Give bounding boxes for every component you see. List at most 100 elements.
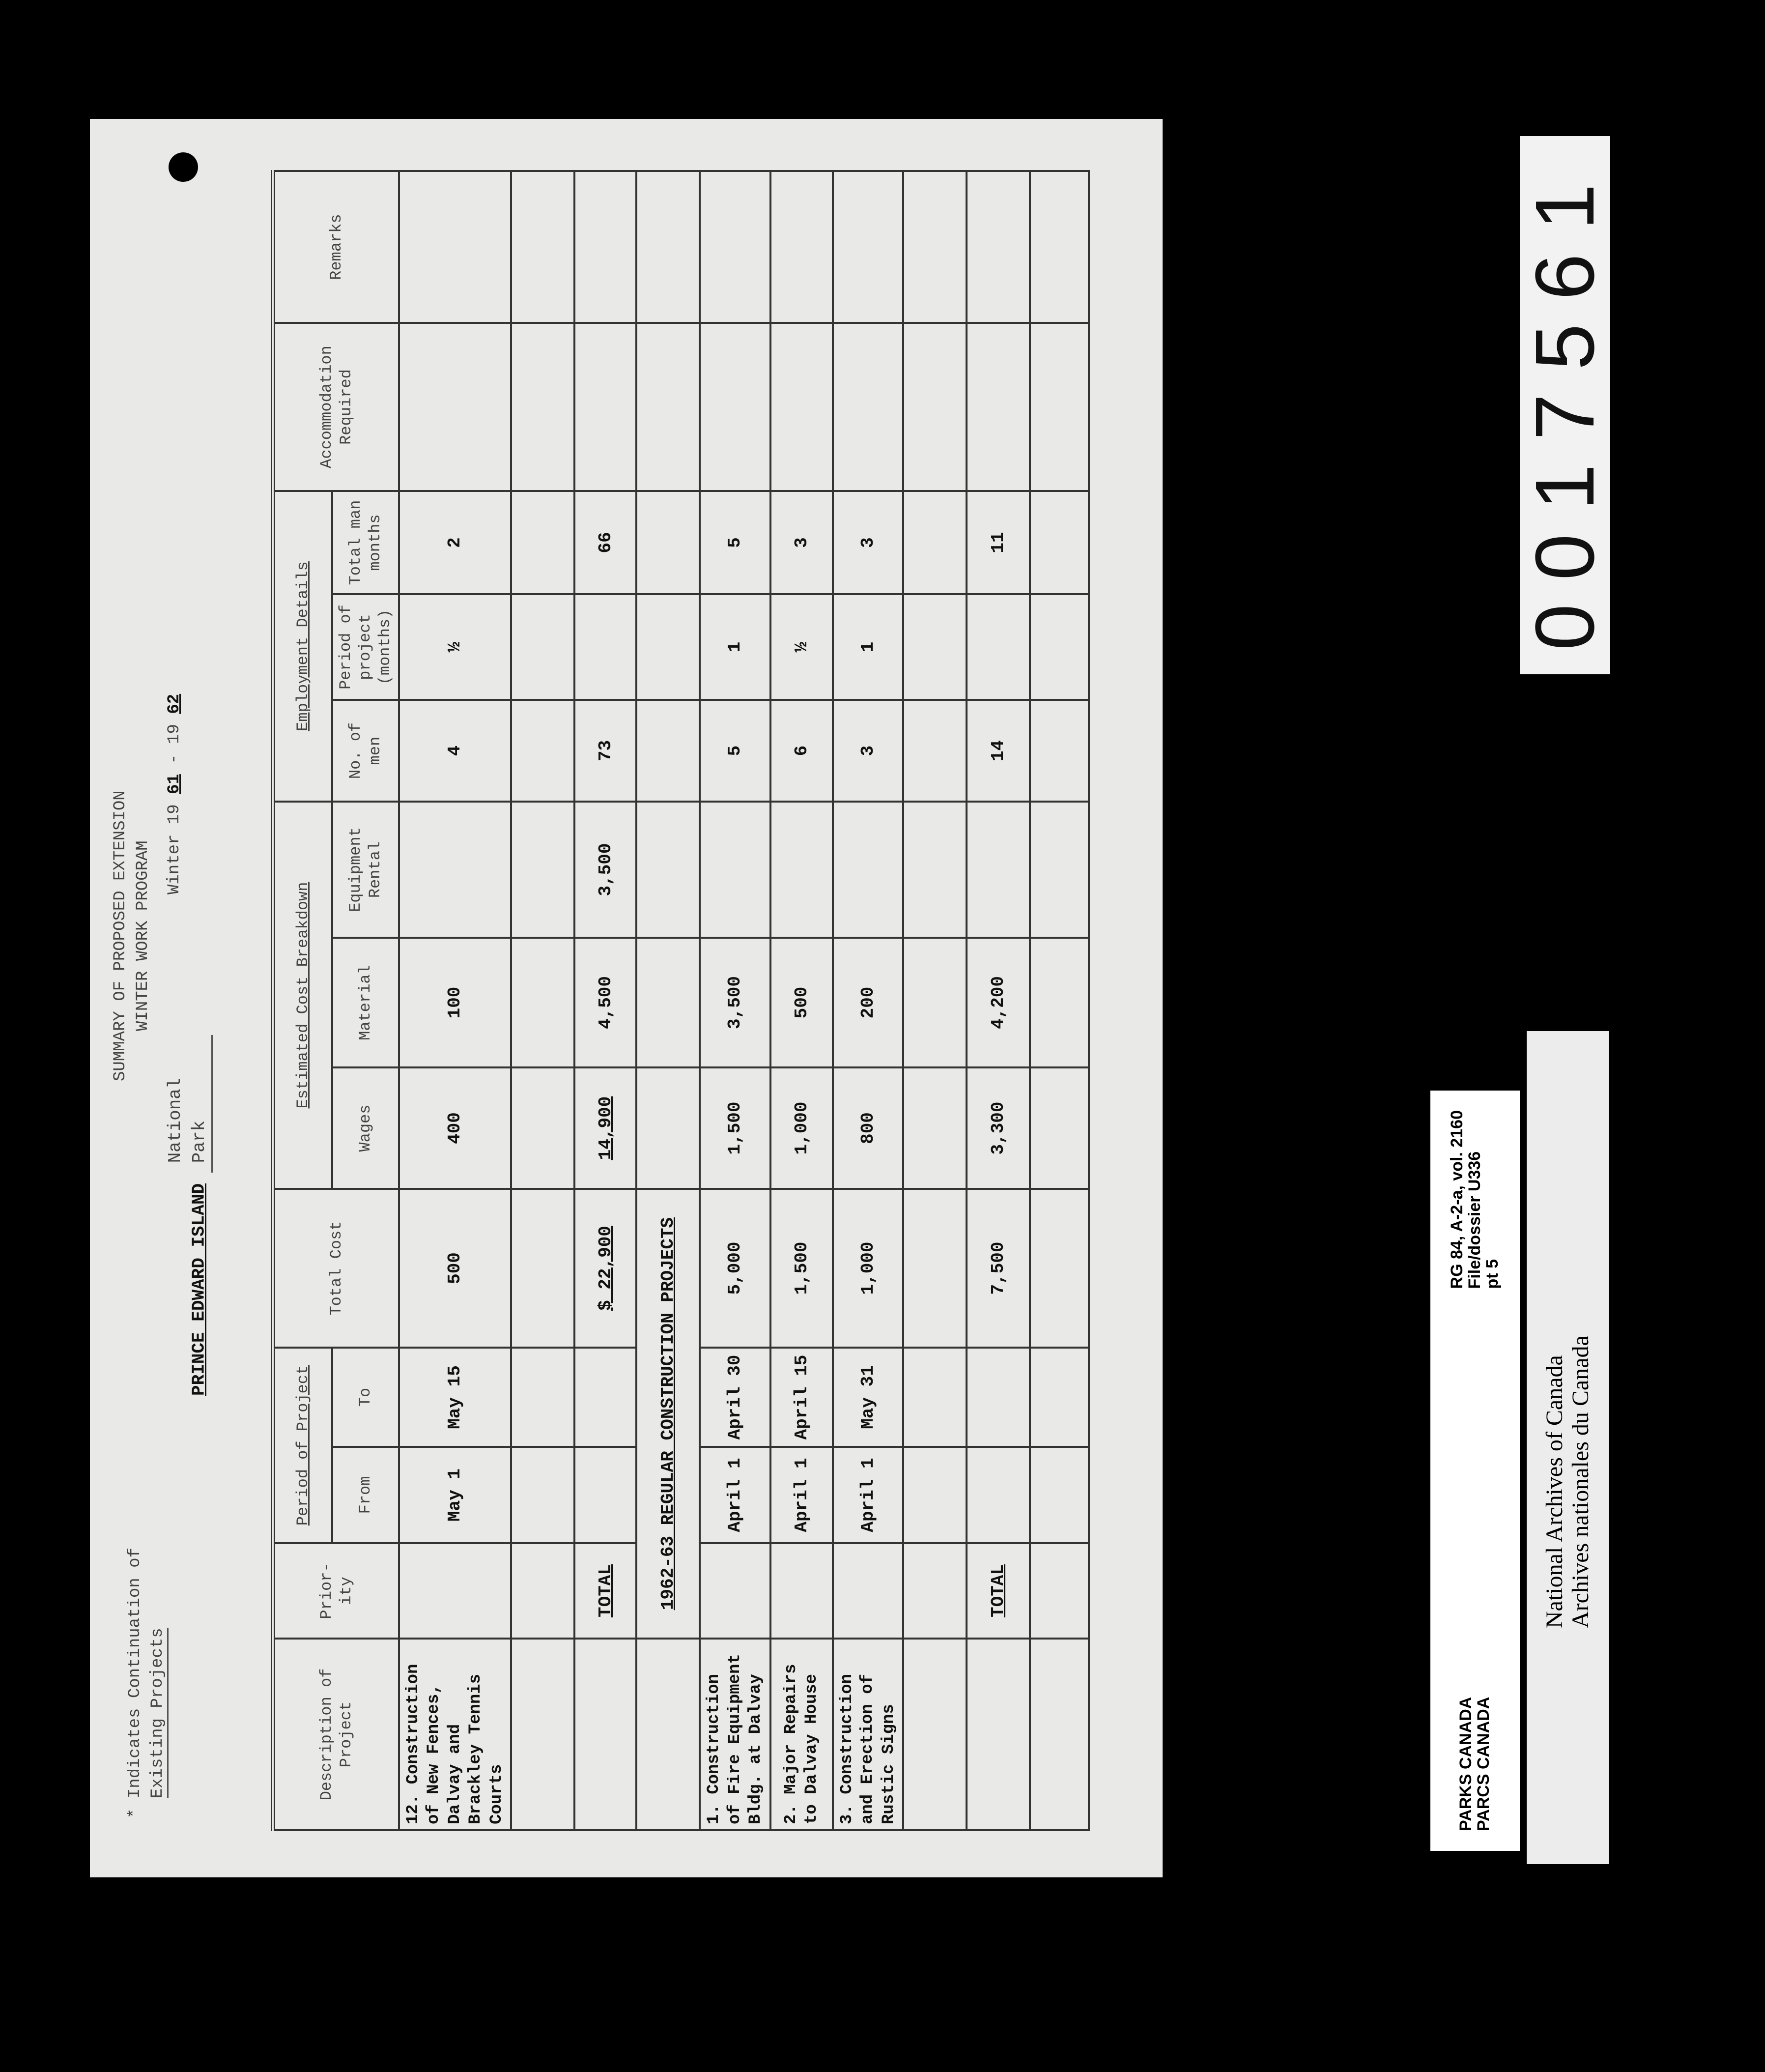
row-to: April 15 — [770, 1348, 833, 1447]
row-remarks — [399, 171, 511, 323]
archives-line1: National Archives of Canada — [1541, 1355, 1567, 1628]
winter-sep: - 19 — [165, 724, 184, 764]
row-remarks — [832, 171, 903, 323]
total-men: 14 — [967, 700, 1030, 802]
winter-period: Winter 19 61 - 19 62 — [164, 694, 186, 894]
header-equipment: Equipment Rental — [332, 802, 399, 938]
row-remarks — [770, 171, 833, 323]
row-wages: 1,000 — [770, 1067, 833, 1189]
header-from: From — [332, 1447, 399, 1543]
row-men: 3 — [832, 700, 903, 802]
table-row: 3. Construction and Erection of Rustic S… — [832, 171, 903, 1830]
row-wages: 400 — [399, 1067, 511, 1189]
row-months: ½ — [399, 594, 511, 700]
header-priority: Prior- ity — [273, 1543, 399, 1639]
row-months: 1 — [832, 594, 903, 700]
total-wages: 14,900 — [574, 1067, 636, 1189]
project-table: Description of Project Prior- ity Period… — [271, 170, 1090, 1831]
total-man-months: 66 — [574, 491, 636, 594]
row-priority — [770, 1543, 833, 1639]
total-material: 4,500 — [574, 938, 636, 1067]
parks-line1: PARKS CANADA — [1456, 1697, 1476, 1831]
archive-reference: RG 84, A-2-a, vol. 2160 File/dossier U33… — [1448, 1110, 1502, 1289]
row-men: 4 — [399, 700, 511, 802]
blank-row — [1030, 171, 1089, 1830]
row-desc: 3. Construction and Erection of Rustic S… — [832, 1639, 903, 1830]
row-man-months: 3 — [832, 491, 903, 594]
parks-name: PARKS CANADA PARCS CANADA — [1456, 1697, 1493, 1831]
row-from: April 1 — [770, 1447, 833, 1543]
row-months: ½ — [770, 594, 833, 700]
total-row: TOTAL 7,500 3,300 4,200 14 11 — [967, 171, 1030, 1830]
row-to: May 31 — [832, 1348, 903, 1447]
blank-row — [903, 171, 967, 1830]
row-equipment — [770, 802, 833, 938]
row-remarks — [700, 171, 770, 323]
row-man-months: 2 — [399, 491, 511, 594]
total-row: TOTAL $ 22,900 14,900 4,500 3,500 73 66 — [574, 171, 636, 1830]
section-heading: 1962-63 REGULAR CONSTRUCTION PROJECTS — [636, 1189, 700, 1639]
section-heading-row: 1962-63 REGULAR CONSTRUCTION PROJECTS — [636, 171, 700, 1830]
document-page: * Indicates Continuation of Existing Pro… — [90, 119, 1163, 1877]
total-material: 4,200 — [967, 938, 1030, 1067]
header-material: Material — [332, 938, 399, 1067]
row-to: April 30 — [700, 1348, 770, 1447]
park-name: PRINCE EDWARD ISLAND National Park — [164, 1035, 213, 1396]
header-total-cost: Total Cost — [273, 1189, 399, 1348]
row-material: 100 — [399, 938, 511, 1067]
row-priority — [700, 1543, 770, 1639]
header-period: Period of Project — [273, 1348, 332, 1543]
blank-row — [511, 171, 574, 1830]
ref-line1: RG 84, A-2-a, vol. 2160 — [1448, 1110, 1467, 1289]
park-suffix: National Park — [164, 1035, 213, 1173]
row-material: 200 — [832, 938, 903, 1067]
asterisk-mark: * — [126, 1808, 144, 1818]
row-to: May 15 — [399, 1348, 511, 1447]
total-cost: $ 22,900 — [574, 1189, 636, 1348]
row-from: April 1 — [832, 1447, 903, 1543]
header-man-months: Total man months — [332, 491, 399, 594]
document-title: SUMMARY OF PROPOSED EXTENSION WINTER WOR… — [110, 790, 155, 1081]
row-accommodation — [770, 323, 833, 491]
parks-canada-label: PARKS CANADA PARCS CANADA RG 84, A-2-a, … — [1430, 1091, 1520, 1851]
row-from: May 1 — [399, 1447, 511, 1543]
header-description: Description of Project — [273, 1639, 399, 1830]
table-row: 12. Construction of New Fences, Dalvay a… — [399, 171, 511, 1830]
row-material: 500 — [770, 938, 833, 1067]
header-no-men: No. of men — [332, 700, 399, 802]
punch-hole — [169, 152, 198, 182]
winter-from: 61 — [165, 774, 184, 794]
row-desc: 2. Major Repairs to Dalvay House — [770, 1639, 833, 1830]
row-total: 1,000 — [832, 1189, 903, 1348]
row-from: April 1 — [700, 1447, 770, 1543]
row-equipment — [832, 802, 903, 938]
total-label: TOTAL — [967, 1543, 1030, 1639]
row-material: 3,500 — [700, 938, 770, 1067]
legend-note: * Indicates Continuation of Existing Pro… — [124, 1548, 170, 1818]
ref-line2: File/dossier U336 — [1465, 1151, 1484, 1289]
legend-line2: Existing Projects — [148, 1628, 169, 1799]
archives-line2: Archives nationales du Canada — [1567, 1335, 1594, 1628]
row-man-months: 3 — [770, 491, 833, 594]
row-priority — [832, 1543, 903, 1639]
ref-line3: pt 5 — [1482, 1259, 1502, 1289]
header-remarks: Remarks — [273, 171, 399, 323]
header-breakdown: Estimated Cost Breakdown — [273, 802, 332, 1189]
header-period-months: Period of project (months) — [332, 594, 399, 700]
row-accommodation — [399, 323, 511, 491]
winter-label: Winter 19 — [165, 804, 184, 894]
header-to: To — [332, 1348, 399, 1447]
parks-line2: PARCS CANADA — [1474, 1697, 1493, 1831]
legend-line1: Indicates Continuation of — [126, 1548, 144, 1799]
row-accommodation — [832, 323, 903, 491]
park-name-value: PRINCE EDWARD ISLAND — [189, 1183, 209, 1396]
total-equipment: 3,500 — [574, 802, 636, 938]
row-equipment — [399, 802, 511, 938]
title-line1: SUMMARY OF PROPOSED EXTENSION — [111, 790, 130, 1081]
row-total: 1,500 — [770, 1189, 833, 1348]
row-man-months: 5 — [700, 491, 770, 594]
total-cost: 7,500 — [967, 1189, 1030, 1348]
winter-to: 62 — [165, 693, 184, 714]
row-men: 5 — [700, 700, 770, 802]
row-equipment — [700, 802, 770, 938]
